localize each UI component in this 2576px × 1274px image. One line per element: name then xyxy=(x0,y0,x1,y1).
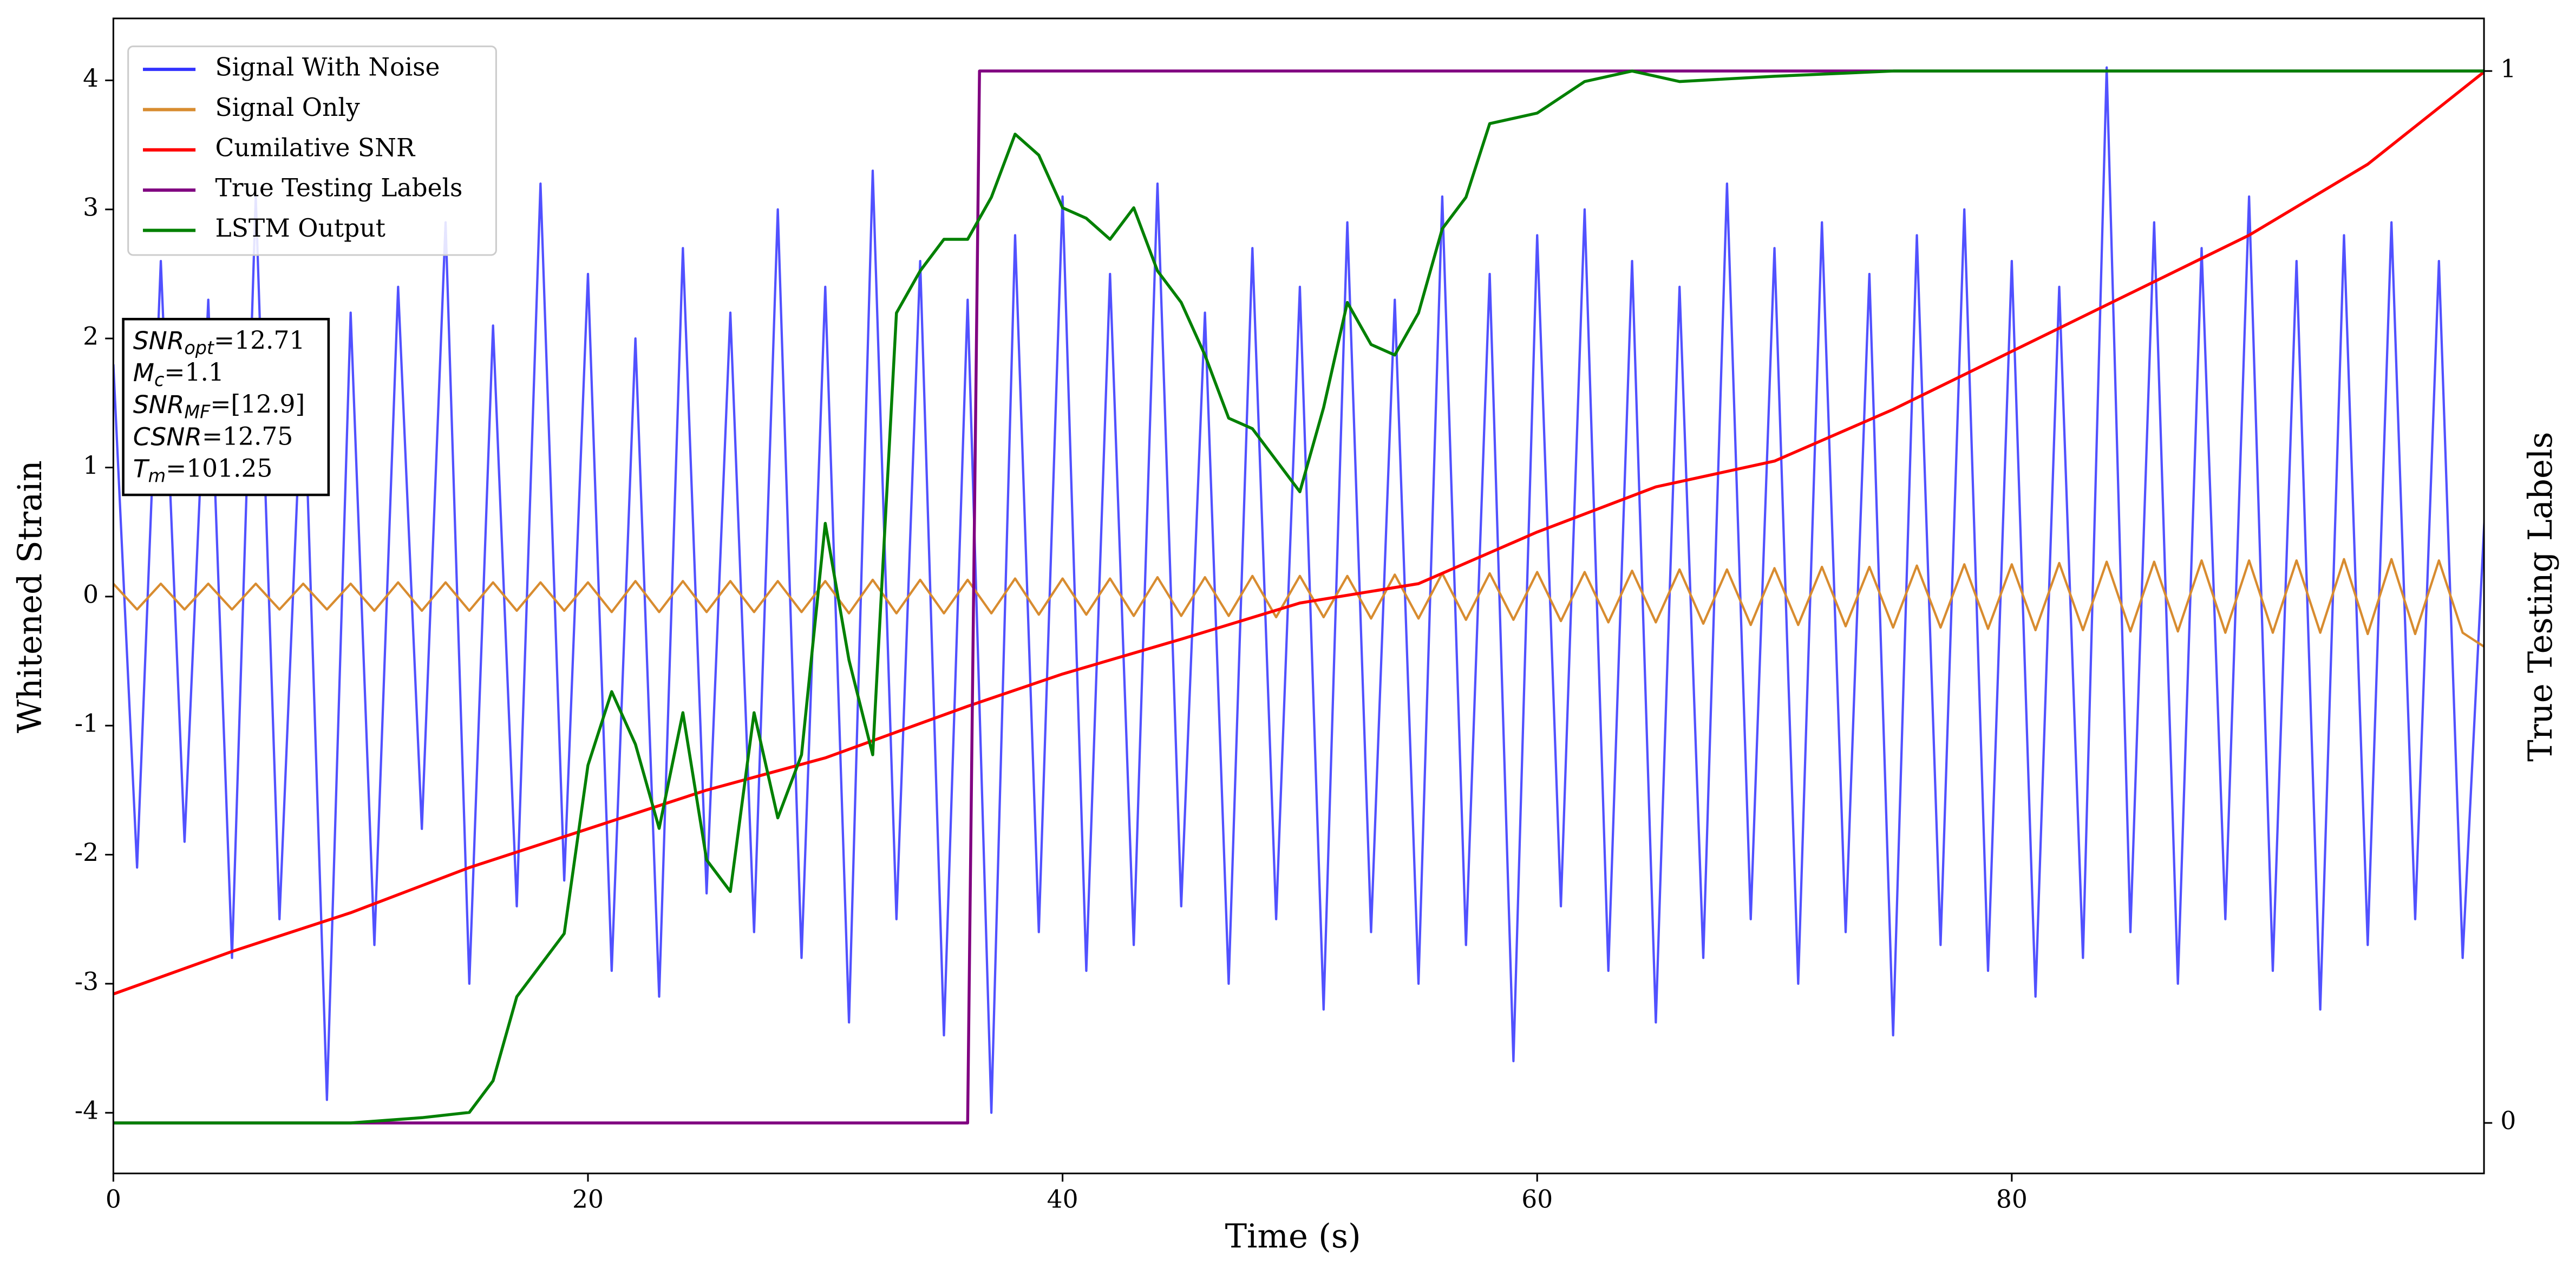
y-tick-label: 1 xyxy=(83,451,99,480)
legend-label: LSTM Output xyxy=(215,214,385,243)
y-tick-label: 2 xyxy=(83,322,99,351)
annotation-value: =12.71 xyxy=(214,325,305,354)
annotation-subscript: opt xyxy=(184,337,215,358)
line-series xyxy=(113,70,2485,996)
x-tick-label: 60 xyxy=(1521,1185,1553,1213)
y-tick-label: -2 xyxy=(75,838,99,867)
annotation-symbol: T xyxy=(133,454,150,483)
annotation-value: =[12.9] xyxy=(210,390,305,419)
line-series xyxy=(113,558,2485,648)
y-tick-label: 0 xyxy=(83,580,99,609)
y2-tick-label: 0 xyxy=(2500,1106,2516,1135)
y-tick-label: -4 xyxy=(75,1096,99,1125)
annotation-line: Mc=1.1 xyxy=(133,357,224,390)
line-series xyxy=(113,66,2485,1114)
x-tick-label: 0 xyxy=(106,1185,121,1213)
annotation-symbol: M xyxy=(133,358,154,387)
annotation-line: CSNR=12.75 xyxy=(133,422,293,451)
y-axis-label: Whitened Strain xyxy=(11,460,49,733)
line-series xyxy=(113,69,2485,1125)
annotation-line: SNRMF=[12.9] xyxy=(133,390,305,422)
annotation-symbol: SNR xyxy=(133,326,185,355)
y-tick-label: 3 xyxy=(83,193,99,221)
annotation-symbol: SNR xyxy=(133,390,185,419)
annotation-value: =101.25 xyxy=(166,454,272,482)
annotation-subscript: MF xyxy=(184,401,211,422)
legend-label: Signal With Noise xyxy=(215,53,440,82)
x-tick-label: 80 xyxy=(1996,1185,2028,1213)
y-tick-label: -3 xyxy=(75,967,99,996)
y2-axis-label: True Testing Labels xyxy=(2522,432,2560,762)
legend: Signal With Noise Signal Only Cumilative S… xyxy=(127,45,497,256)
annotation-frame xyxy=(122,318,330,496)
x-axis-label: Time (s) xyxy=(1225,1218,1361,1256)
x-tick-label: 40 xyxy=(1047,1185,1078,1213)
legend-frame xyxy=(127,45,497,256)
annotation-line: SNRopt=12.71 xyxy=(133,325,305,358)
annotation-symbol: CSNR xyxy=(133,422,202,451)
legend-label: Cumilative SNR xyxy=(215,133,416,162)
annotation-line: Tm=101.25 xyxy=(133,454,273,486)
y2-tick-label: 1 xyxy=(2500,55,2516,83)
annotation-value: =12.75 xyxy=(202,422,293,450)
annotation-subscript: c xyxy=(154,369,164,390)
legend-label: Signal Only xyxy=(215,93,360,122)
y-tick-label: 4 xyxy=(83,64,99,93)
annotation-value: =1.1 xyxy=(164,357,224,386)
annotation-subscript: m xyxy=(148,465,166,486)
x-tick-label: 20 xyxy=(572,1185,604,1213)
line-series xyxy=(113,69,2485,1125)
annotation-box: SNRopt=12.71Mc=1.1SNRMF=[12.9]CSNR=12.75… xyxy=(122,318,330,496)
y-tick-label: -1 xyxy=(75,709,99,738)
plot-area xyxy=(113,66,2485,1125)
legend-label: True Testing Labels xyxy=(215,174,463,202)
